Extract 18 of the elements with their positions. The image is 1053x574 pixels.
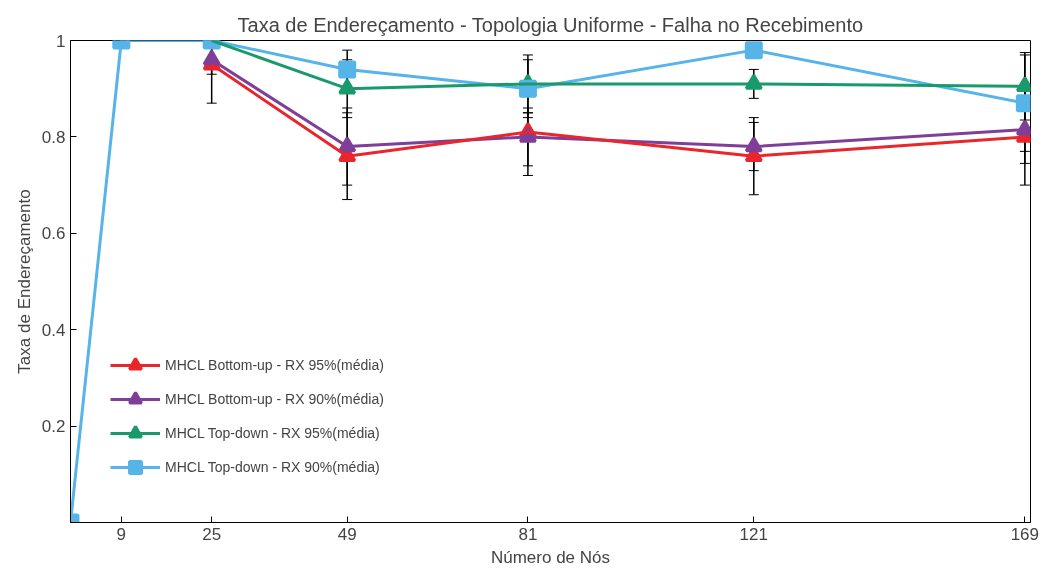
- x-tick-label: 25: [202, 524, 222, 544]
- x-tick-label: 49: [337, 524, 357, 544]
- x-tick-label: 81: [518, 524, 538, 544]
- y-tick-label: 0.6: [41, 224, 66, 244]
- y-tick-label: 0.2: [41, 417, 66, 437]
- x-axis-title: Número de Nós: [490, 547, 611, 567]
- legend-label: MHCL Top-down - RX 90%(média): [165, 459, 380, 475]
- y-tick-label: 0.8: [41, 127, 66, 147]
- x-tick-label: 169: [1010, 524, 1040, 544]
- y-tick-label: 1: [56, 31, 66, 51]
- y-axis-title: Taxa de Endereçamento: [14, 189, 34, 374]
- y-tick-label: 0.4: [41, 320, 66, 340]
- legend-label: MHCL Top-down - RX 95%(média): [165, 425, 380, 441]
- legend-label: MHCL Bottom-up - RX 95%(média): [165, 357, 384, 373]
- x-tick-label: 9: [116, 524, 127, 544]
- chart-title: Taxa de Endereçamento - Topologia Uniforme - Falha no Recebimento: [237, 13, 864, 36]
- x-tick-label: 121: [739, 524, 768, 544]
- legend-label: MHCL Bottom-up - RX 90%(média): [165, 391, 384, 407]
